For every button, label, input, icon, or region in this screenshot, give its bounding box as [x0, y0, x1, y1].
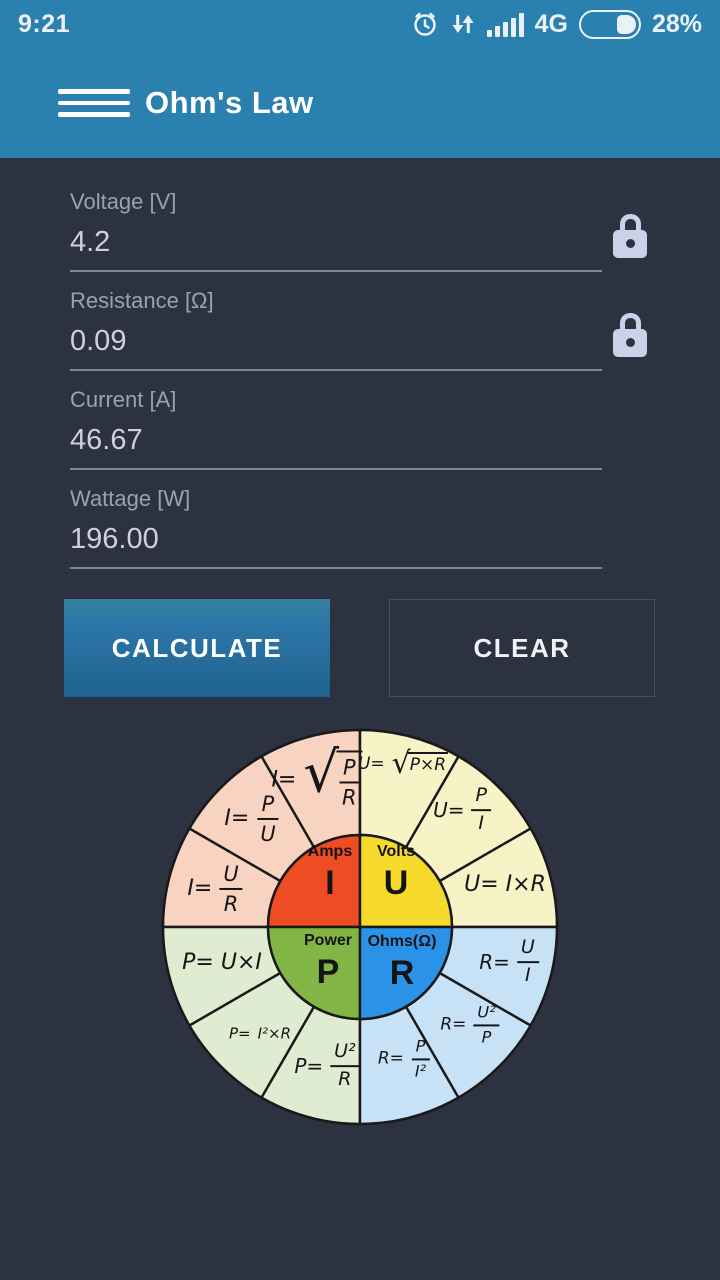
ohms-law-wheel-diagram: Amps I Volts U Power P Ohms(Ω) R I= √ P R … [160, 727, 560, 1127]
hub-volts-sector [358, 833, 454, 929]
formula-p-i-squared-times-r: P= I²×R [228, 1024, 292, 1043]
volts-label: Volts [377, 843, 415, 860]
voltage-lock-icon[interactable] [612, 214, 648, 258]
hub-amps-sector [266, 833, 362, 929]
clear-button[interactable]: CLEAR [389, 599, 655, 697]
wattage-input[interactable]: 196.00 [70, 522, 602, 569]
formula-r-u-squared-over-p: R= U² P [440, 1003, 500, 1046]
hub-amps-label-group: Amps I [308, 843, 352, 903]
formula-p-u-squared-over-r: P= U² R [294, 1040, 360, 1091]
status-bar: 9:21 4G 28% [0, 0, 720, 48]
data-transfer-arrows-icon [452, 15, 474, 33]
page-title: Ohm's Law [145, 85, 314, 120]
hub-resistance-label-group: Ohms(Ω) R [368, 933, 437, 993]
formula-u-sqrt-p-times-r: U= √ P×R [357, 746, 449, 781]
resistance-label: Resistance [Ω] [70, 288, 214, 313]
resistance-letter: R [389, 954, 415, 992]
resistance-hub-label: Ohms(Ω) [367, 933, 437, 950]
alarm-icon [413, 12, 436, 36]
ohms-law-form: Voltage [V] 4.2 Resistance [Ω] 0.09 Curr… [0, 158, 720, 569]
battery-icon [578, 9, 641, 39]
voltage-input[interactable]: 4.2 [70, 225, 602, 272]
calculate-button[interactable]: CALCULATE [64, 599, 330, 697]
clock-time: 9:21 [18, 9, 71, 38]
menu-icon[interactable] [58, 89, 130, 117]
wheel-graphic [161, 728, 559, 1126]
wattage-label: Wattage [W] [70, 486, 191, 511]
resistance-field: Resistance [Ω] 0.09 [70, 287, 647, 371]
formula-p-u-times-i: P= U×I [182, 950, 262, 975]
resistance-input[interactable]: 0.09 [70, 324, 602, 371]
hub-power-sector [266, 925, 362, 1021]
radical-sign: √ [303, 740, 340, 806]
formula-r-p-over-i-squared: R= P I² [378, 1037, 430, 1080]
current-field: Current [A] 46.67 [70, 386, 602, 470]
formula-i-sqrt-p-over-r: I= √ P R [271, 740, 363, 810]
hub-volts-label-group: Volts U [377, 843, 415, 903]
wattage-field: Wattage [W] 196.00 [70, 485, 602, 569]
volts-letter: U [383, 864, 409, 902]
network-type-label: 4G [534, 9, 568, 38]
power-letter: P [316, 953, 340, 991]
voltage-field: Voltage [V] 4.2 [70, 188, 647, 272]
button-row: CALCULATE CLEAR [64, 599, 720, 697]
power-label: Power [303, 932, 353, 949]
app-bar: Ohm's Law [0, 48, 720, 158]
status-icons: 4G 28% [411, 9, 702, 39]
hub-power-label-group: Power P [304, 932, 352, 992]
voltage-label: Voltage [V] [70, 189, 177, 214]
hub-resistance-sector [358, 925, 454, 1021]
battery-percent-label: 28% [651, 9, 702, 38]
formula-u-i-times-r: U= I×R [464, 872, 546, 897]
radical-sign: √ [391, 746, 411, 781]
current-input[interactable]: 46.67 [70, 423, 602, 470]
signal-strength-icon [486, 11, 524, 37]
resistance-lock-icon[interactable] [612, 313, 648, 357]
current-label: Current [A] [70, 387, 177, 412]
amps-letter: I [325, 864, 335, 902]
amps-label: Amps [307, 843, 353, 860]
ring-divider-lines [188, 755, 532, 1099]
